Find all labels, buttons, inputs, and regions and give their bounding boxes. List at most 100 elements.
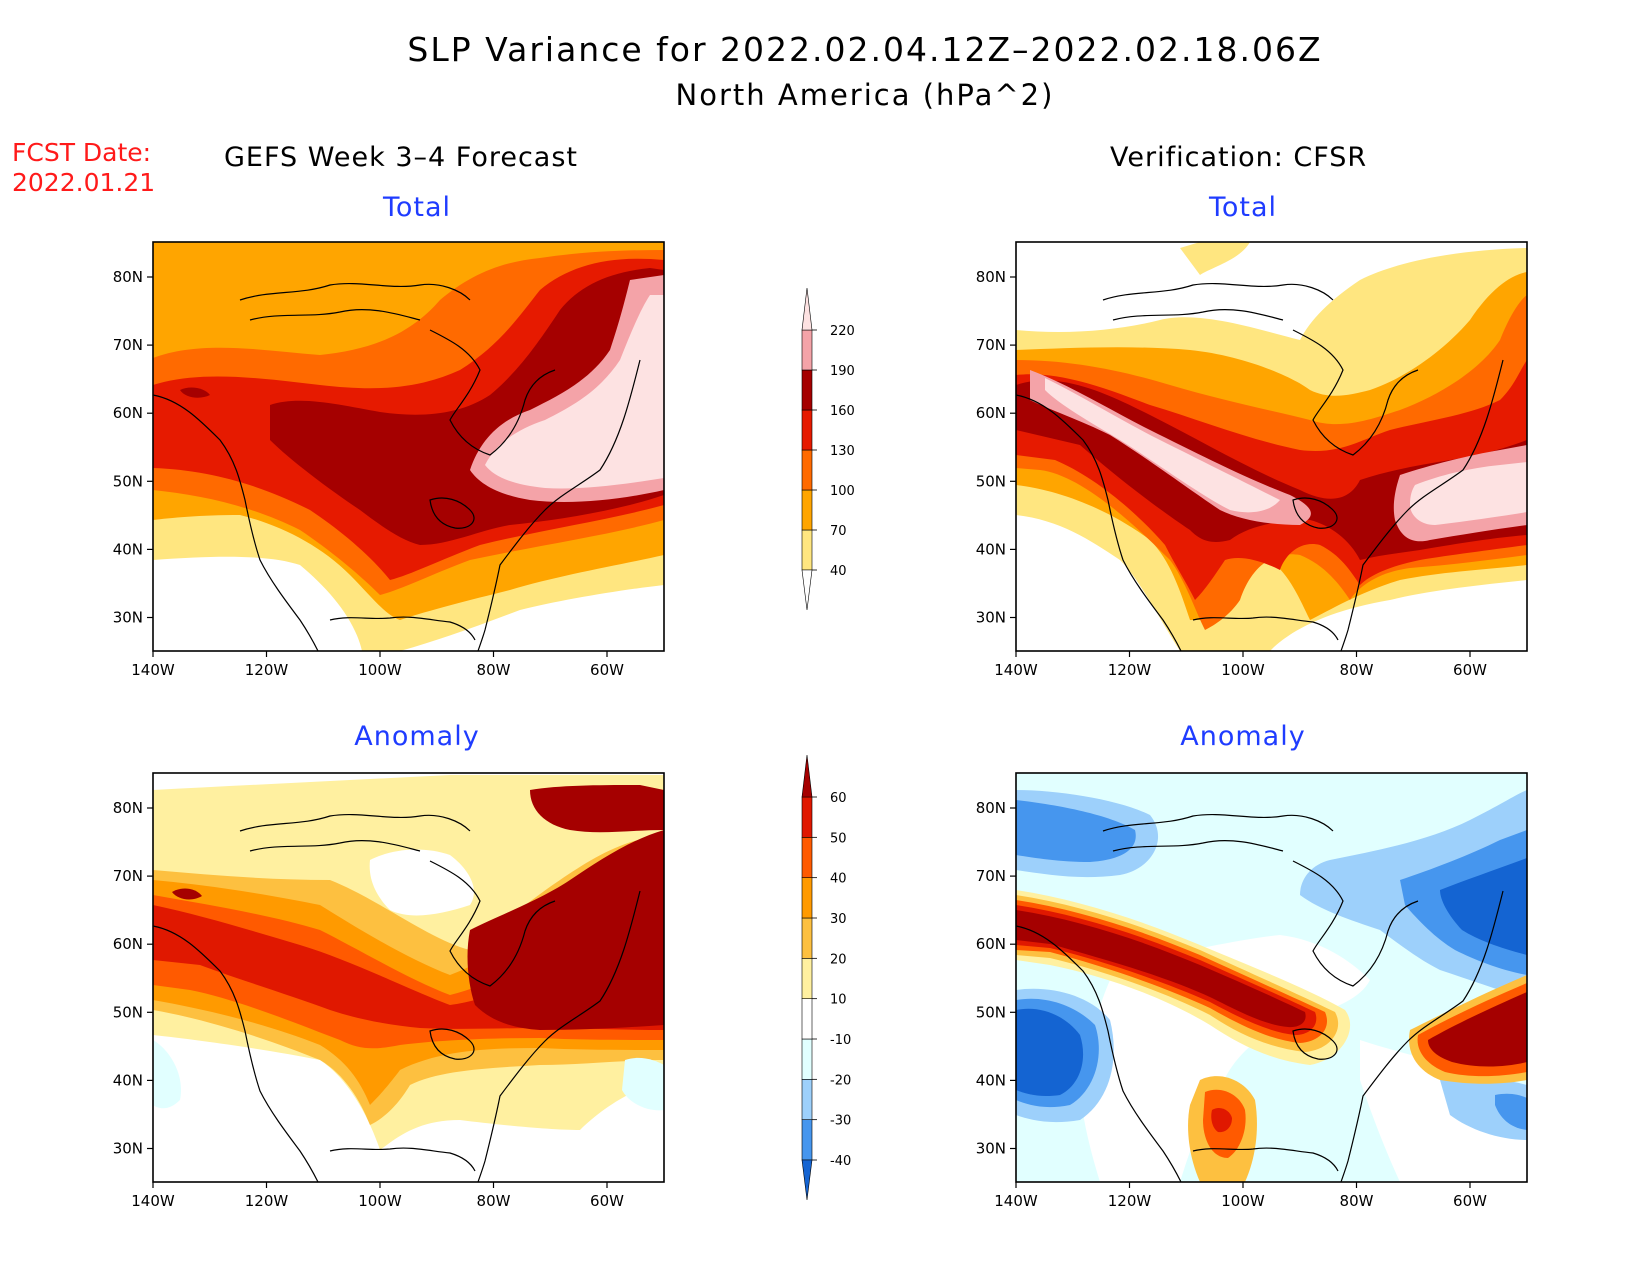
colorbar-total-top-end [801,287,813,331]
colorbar-total-label: 160 [830,404,855,419]
lat-tick-label: 40N [113,540,143,558]
colorbar-total-label: 40 [830,564,847,579]
map-axes: 140W 120W 100W 80W 60W 80N 70N 60N 50N 40N 30N 140W… [113,268,1487,1210]
lon-tick-label: 120W [245,661,289,679]
lon-tick-label: 60W [590,1192,624,1210]
lon-tick-label: 100W [1221,661,1265,679]
colorbar-total-label: 100 [830,484,855,499]
lat-tick-label: 80N [976,799,1006,817]
map-panel-forecast-anomaly [153,773,664,1182]
colorbar-anomaly-swatch [801,877,813,919]
colorbar-anomaly-swatch [801,1119,813,1161]
colorbar-anomaly-label: -40 [830,1154,851,1169]
colorbar-anomaly-swatch [801,1079,813,1120]
colorbar-anomaly: -40 -30 -20 -10 10 20 30 40 50 60 [801,754,851,1201]
colorbar-anomaly-swatch [801,796,813,838]
lat-tick-label: 70N [113,867,143,885]
lat-tick-label: 30N [113,609,143,627]
map-panel-verification-anomaly [1016,773,1527,1182]
colorbar-total-label: 130 [830,444,855,459]
lon-tick-label: 140W [994,1192,1038,1210]
panel-title-top-left: Total [382,192,452,223]
colorbar-anomaly-swatch [801,958,813,999]
coastline-west [152,394,319,652]
colorbar-total-swatch [801,409,813,451]
colorbar-total-label: 190 [830,364,855,379]
lat-tick-label: 60N [113,935,143,953]
lon-tick-label: 120W [1108,661,1152,679]
colorbar-anomaly-swatch [801,917,813,959]
colorbar-anomaly-swatch [801,1038,813,1080]
colorbar-anomaly-label: -10 [830,1033,851,1048]
coastline-hudson-bay [429,329,556,456]
lat-tick-label: 50N [113,472,143,490]
lat-tick-label: 60N [976,935,1006,953]
colorbar-anomaly-swatch [801,837,813,878]
coastline-arctic-islands [239,282,471,321]
lon-tick-label: 60W [1453,1192,1487,1210]
colorbar-anomaly-label: 10 [830,993,847,1008]
frame-bottom-right [1015,772,1528,1183]
colorbar-anomaly-label: 60 [830,791,847,806]
lon-tick-label: 120W [1108,1192,1152,1210]
panel-title-top-right: Total [1208,192,1278,223]
colorbar-anomaly-label: -30 [830,1114,851,1129]
left-column-title: GEFS Week 3–4 Forecast [224,142,579,173]
lon-tick-label: 80W [477,661,511,679]
map-panel-verification-total [1016,242,1527,651]
lon-tick-label: 60W [590,661,624,679]
lat-tick-label: 70N [113,336,143,354]
colorbar-anomaly-label: 20 [830,952,847,967]
panel-title-bottom-right: Anomaly [1180,721,1306,752]
lat-tick-label: 30N [976,609,1006,627]
lat-tick-label: 40N [976,1071,1006,1089]
colorbar-anomaly-label: 50 [830,831,847,846]
colorbar-anomaly-label: 40 [830,872,847,887]
lat-tick-label: 80N [113,799,143,817]
colorbar-total-swatch [801,449,813,491]
forecast-date: FCST Date: 2022.01.21 [12,138,155,198]
lon-tick-label: 100W [1221,1192,1265,1210]
forecast-date-label: FCST Date: [12,138,152,167]
colorbar-total: 40 70 100 130 160 190 220 [801,287,855,611]
colorbar-anomaly-swatch [801,998,813,1040]
lon-tick-label: 80W [477,1192,511,1210]
colorbar-total-swatch [801,529,813,571]
lat-tick-label: 70N [976,336,1006,354]
lon-tick-label: 120W [245,1192,289,1210]
lat-tick-label: 60N [113,404,143,422]
lat-tick-label: 40N [976,540,1006,558]
lat-tick-label: 50N [976,1003,1006,1021]
lat-tick-label: 50N [113,1003,143,1021]
lat-tick-label: 50N [976,472,1006,490]
lat-tick-label: 30N [976,1140,1006,1158]
frame-top-right [1015,241,1528,652]
lon-tick-label: 140W [994,661,1038,679]
lon-tick-label: 140W [131,1192,175,1210]
lon-tick-label: 100W [358,1192,402,1210]
lon-tick-label: 80W [1340,1192,1374,1210]
chart-subtitle: North America (hPa^2) [675,78,1055,112]
lon-tick-label: 100W [358,661,402,679]
forecast-date-value: 2022.01.21 [12,168,156,197]
colorbar-total-label: 220 [830,324,855,339]
lat-tick-label: 30N [113,1140,143,1158]
coastlines [152,282,641,652]
right-column-title: Verification: CFSR [1110,142,1368,173]
lat-tick-label: 70N [976,867,1006,885]
lon-tick-label: 80W [1340,661,1374,679]
lat-tick-label: 60N [976,404,1006,422]
colorbar-total-swatch [801,489,813,531]
coastline-gulf [329,616,476,641]
coastline-east [477,359,641,652]
lat-tick-label: 80N [113,268,143,286]
lat-tick-label: 80N [976,268,1006,286]
colorbar-total-swatch [801,369,813,411]
map-panel-forecast-total [153,242,664,651]
frame-top-left [152,241,665,652]
colorbar-total-bottom-end [801,569,813,611]
lon-tick-label: 60W [1453,661,1487,679]
coastline-great-lakes [429,497,475,529]
colorbar-total-swatch [801,329,813,371]
